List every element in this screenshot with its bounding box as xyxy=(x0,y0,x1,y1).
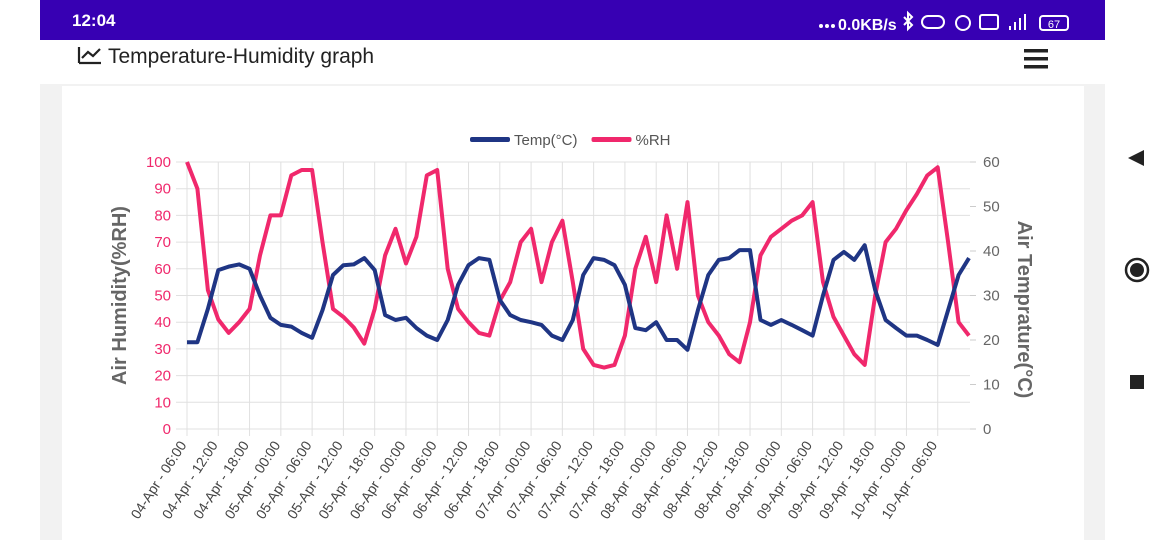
page-title: Temperature-Humidity graph xyxy=(108,45,374,68)
legend-label: Temp(°C) xyxy=(514,132,578,149)
y2-tick-label: 20 xyxy=(983,332,1000,349)
nav-back[interactable] xyxy=(1128,150,1144,166)
y-tick-label: 70 xyxy=(154,234,171,251)
menu-button[interactable] xyxy=(1024,49,1048,69)
y-tick-label: 80 xyxy=(154,207,171,224)
y2-tick-label: 50 xyxy=(983,199,1000,216)
battery-level: 67 xyxy=(1048,19,1060,31)
y-tick-label: 90 xyxy=(154,181,171,198)
y2-tick-label: 10 xyxy=(983,377,1000,394)
nav-recents[interactable] xyxy=(1130,375,1144,389)
y-tick-label: 10 xyxy=(154,394,171,411)
y-tick-label: 30 xyxy=(154,341,171,358)
chart-icon xyxy=(77,47,101,65)
legend-label: %RH xyxy=(636,132,671,149)
y2-axis-title: Air Temprature(°C) xyxy=(1013,221,1035,399)
y-tick-label: 100 xyxy=(146,154,171,171)
status-bar xyxy=(40,0,1105,40)
y-tick-label: 20 xyxy=(154,368,171,385)
status-time: 12:04 xyxy=(72,11,116,30)
y-tick-label: 0 xyxy=(163,421,171,438)
y-tick-label: 60 xyxy=(154,261,171,278)
nav-home[interactable] xyxy=(1124,257,1150,283)
status-speed: 0.0KB/s xyxy=(838,17,897,34)
legend-swatch xyxy=(470,137,510,142)
series-line xyxy=(187,243,971,352)
y-axis-title: Air Humidity(%RH) xyxy=(109,206,131,385)
y2-tick-label: 60 xyxy=(983,154,1000,171)
app-header xyxy=(40,40,1105,84)
legend-swatch xyxy=(591,137,632,142)
y2-tick-label: 40 xyxy=(983,243,1000,260)
series-line xyxy=(185,161,971,370)
status-icons xyxy=(903,10,1069,32)
status-dots xyxy=(819,24,835,28)
y2-tick-label: 0 xyxy=(983,421,991,438)
y-tick-label: 40 xyxy=(154,314,171,331)
y2-tick-label: 30 xyxy=(983,288,1000,305)
y-tick-label: 50 xyxy=(154,288,171,305)
